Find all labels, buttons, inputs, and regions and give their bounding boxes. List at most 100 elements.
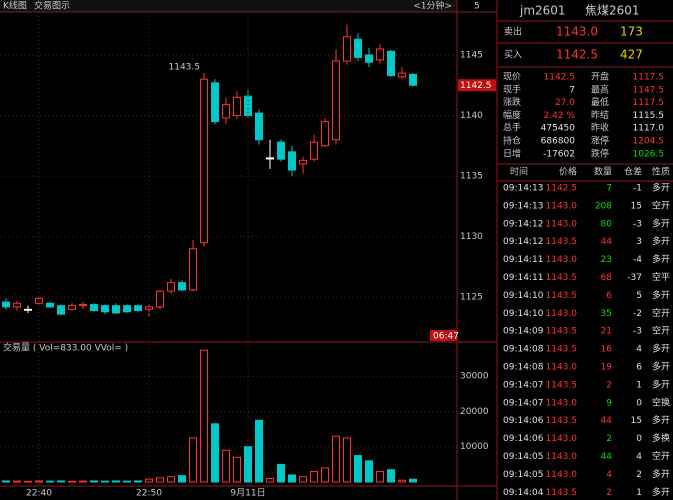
trade-cell: 09:14:07 [503,398,543,408]
volume-bar [101,480,109,483]
stat-value: 1142.5 [544,73,576,83]
trade-cell: 1 [636,380,642,390]
candle-body [277,141,285,160]
volume-bar [167,476,175,483]
candle-body [255,112,263,141]
volume-bar [211,423,219,483]
buy-qty: 427 [620,48,643,62]
trade-cell: 空开 [652,325,670,337]
trade-header: 时间 [510,166,528,178]
stat-label: 幅度 [503,109,521,121]
trade-cell: 5 [636,291,642,301]
trade-cell: 多开 [652,217,670,229]
sell-price: 1143.0 [556,25,598,39]
candle-body [321,121,329,147]
trade-cell: 1143.0 [546,452,578,462]
trade-cell: 2 [606,434,612,444]
period-selector[interactable]: <1分钟> [413,0,452,12]
contract-code: jm2601 [519,4,566,18]
stat-label: 最高 [591,83,609,95]
trade-header: 仓差 [624,166,642,178]
volume-bar [321,467,329,483]
kline-tab[interactable]: K线图 [3,0,27,12]
volume-bar [189,437,197,483]
stat-value: 475450 [541,124,576,134]
volume-bar [409,478,417,483]
stat-label: 涨停 [591,135,609,147]
trade-cell: 4 [636,345,642,355]
trade-cell: 多开 [652,486,670,498]
trade-cell: 44 [601,416,613,426]
trade-cell: 09:14:06 [503,434,544,444]
volume-bar [156,477,164,483]
stat-value: 1117.5 [633,98,665,108]
trade-cell: 多开 [652,361,670,373]
trade-cell: 44 [601,452,613,462]
stat-label: 最低 [591,96,609,108]
candle-body [332,60,340,141]
trade-cell: 09:14:06 [503,416,544,426]
volume-bar [68,480,76,483]
candle-body [343,36,351,62]
volume-bar [200,349,208,483]
candle-body [200,78,208,244]
trade-cell: 09:14:07 [503,380,543,390]
candle-body [189,248,197,291]
trade-cell: 3 [636,237,642,247]
volume-bar [79,480,87,483]
volume-bar [90,480,98,483]
trade-cell: 1143.0 [546,309,578,319]
trade-header: 价格 [559,166,577,178]
trade-cell: 多开 [652,378,670,390]
trade-cell: 09:14:05 [503,470,543,480]
candle-body [57,305,65,315]
x-tick-label: 9月11日 [230,488,265,499]
y-tick-label: 20000 [460,407,489,417]
trade-tab[interactable]: 交易图示 [34,0,70,12]
trade-cell: 09:14:04 [503,488,544,498]
trade-cell: 多开 [652,343,670,355]
trade-cell: 1143.5 [546,327,578,337]
trade-cell: 多开 [652,182,670,194]
trade-cell: 09:14:10 [503,291,544,301]
volume-bar [35,480,43,483]
trade-cell: 1143.5 [546,291,578,301]
stat-value: 1147.5 [633,85,665,95]
sell-label: 卖出 [504,26,522,38]
stat-value: 27.0 [555,98,575,108]
volume-bar [299,476,307,483]
trade-cell: 1143.5 [546,380,578,390]
candle-body [112,305,120,314]
stat-label: 涨跌 [503,97,521,108]
volume-bar [387,469,395,483]
trade-cell: 多换 [652,432,670,444]
volume-bar [222,449,230,483]
volume-bar [46,480,54,483]
candle-body [13,302,21,308]
candle-body [233,96,241,117]
stat-label: 跌停 [591,147,609,159]
trade-cell: 09:14:08 [503,363,544,373]
candle-body [90,303,98,312]
trade-cell: 09:14:10 [503,309,544,319]
trade-cell: -4 [633,255,642,265]
trade-cell: -3 [633,327,642,337]
candle-body [310,141,318,160]
candle-body [2,301,10,308]
stat-label: 持仓 [503,135,521,147]
candle-body [178,282,186,291]
trade-cell: 09:14:08 [503,345,544,355]
trade-cell: 09:14:11 [503,273,543,283]
trade-cell: 1143.5 [546,273,578,283]
stat-value: 1117.5 [633,73,665,83]
trade-cell: -1 [633,184,642,194]
trade-cell: 19 [601,363,613,373]
trade-cell: 1142.5 [546,184,578,194]
trade-cell: 多开 [652,468,670,480]
trade-cell: 6 [606,291,612,301]
trade-cell: 1143.5 [546,416,578,426]
volume-bar [310,470,318,483]
trade-cell: 2 [636,470,642,480]
trade-cell: 09:14:12 [503,219,543,229]
candle-body [79,303,87,307]
